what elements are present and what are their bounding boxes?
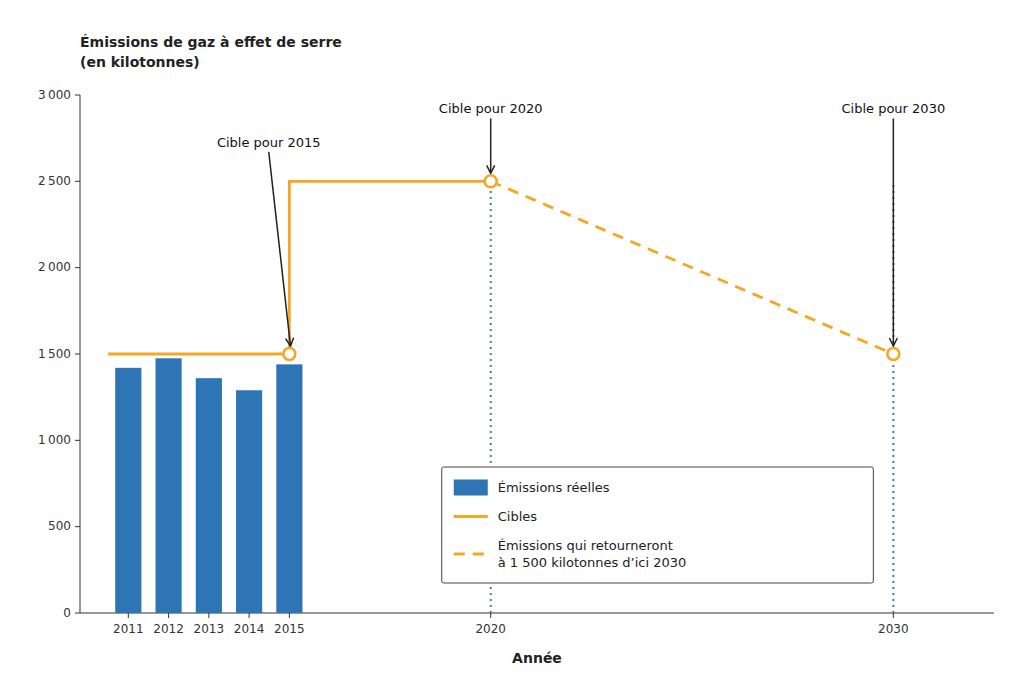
x-tick-label: 2015 [274, 622, 305, 636]
y-tick [75, 440, 80, 441]
annotation-arrow [893, 118, 895, 346]
axes: 0 500 1 000 1 500 2 000 2 500 3 000 2011 2012 201… [38, 88, 994, 637]
y-tick-label: 0 [63, 606, 71, 620]
y-tick [75, 181, 80, 182]
x-tick-label: 2030 [878, 622, 909, 636]
legend-label: Émissions qui retourneront à 1 500 kiloto… [498, 538, 687, 570]
x-tick [249, 613, 250, 618]
bar [155, 358, 181, 613]
legend-label: Émissions réelles [498, 480, 610, 495]
x-tick [893, 613, 894, 618]
bar [276, 364, 302, 613]
y-tick-label: 2 000 [38, 260, 71, 274]
y-tick-label: 1 500 [38, 347, 71, 361]
x-tick [490, 613, 491, 618]
x-tick-label: 2014 [234, 622, 265, 636]
legend-swatch [454, 515, 488, 518]
annotation: Cible pour 2015 [217, 135, 321, 150]
x-label: Année [512, 650, 562, 666]
point [887, 348, 899, 360]
annotation-arrow [490, 118, 492, 173]
bar [196, 378, 222, 613]
legend-label-line: Émissions réelles [498, 480, 610, 495]
point [283, 348, 295, 360]
y-tick [75, 613, 80, 614]
y-tick [75, 526, 80, 527]
plot-area [108, 175, 899, 613]
legend-label-line: Cibles [498, 509, 538, 524]
legend-frame [442, 467, 874, 583]
y-tick [75, 354, 80, 355]
y-label-line: Émissions de gaz à effet de serre [80, 34, 342, 50]
legend-swatch [454, 480, 488, 496]
x-tick-label: 2011 [113, 622, 144, 636]
x-tick [289, 613, 290, 618]
y-tick-label: 3 000 [38, 88, 71, 102]
point [485, 175, 497, 187]
x-tick-label: 2012 [153, 622, 184, 636]
x-tick-label: 2013 [194, 622, 225, 636]
y-tick-label: 500 [48, 519, 71, 533]
annotations: Cible pour 2015 Cible pour 2020 Cible pour… [217, 101, 945, 346]
line [108, 181, 491, 354]
bar [236, 390, 262, 613]
x-tick-label: 2020 [475, 622, 506, 636]
bar [115, 368, 141, 613]
legend-label-line: à 1 500 kilotonnes d’ici 2030 [498, 555, 687, 570]
legend-label-line: Émissions qui retourneront [498, 538, 673, 553]
annotation: Cible pour 2020 [439, 101, 543, 116]
y-tick [75, 267, 80, 268]
x-tick [208, 613, 209, 618]
annotation: Cible pour 2030 [841, 101, 945, 116]
y-tick [75, 95, 80, 96]
y-label: Émissions de gaz à effet de serre (en kil… [80, 34, 342, 70]
y-tick-label: 1 000 [38, 433, 71, 447]
x-tick [168, 613, 169, 618]
line [491, 181, 894, 354]
y-label-line: (en kilotonnes) [80, 54, 200, 70]
x-tick [128, 613, 129, 618]
annotation-arrow [269, 152, 291, 346]
legend-label: Cibles [498, 509, 538, 524]
legend: Émissions réelles Cibles Émissions qui ret… [442, 467, 874, 583]
legend-swatch [454, 553, 488, 556]
chart: Émissions de gaz à effet de serre (en kil… [0, 0, 1024, 683]
y-tick-label: 2 500 [38, 174, 71, 188]
